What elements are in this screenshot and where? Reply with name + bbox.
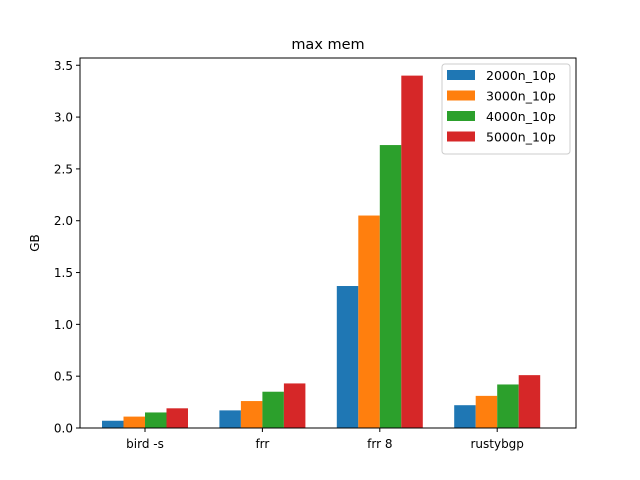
plot-frame [79,57,577,429]
y-tick-label: 3.0 [54,111,73,125]
legend-label: 2000n_10p [486,68,556,83]
legend-label: 3000n_10p [486,89,556,104]
x-tick-label: frr [255,437,269,451]
y-tick-label: 0.5 [54,370,73,384]
legend-swatch [447,70,475,80]
y-axis-ticks: 0.0 0.5 1.0 1.5 2.0 2.5 3.0 3.5 [54,59,80,436]
bar-3000n_10p-frr-8 [358,215,380,428]
y-tick-label: 1.5 [54,266,73,280]
bar-group [102,75,541,428]
y-axis-label: GB [28,234,42,252]
y-tick-label: 2.0 [54,214,73,228]
bar-5000n_10p-frr [283,383,306,428]
bar-4000n_10p-frr-8 [379,145,402,428]
bar-5000n_10p-frr-8 [401,75,423,428]
y-tick-label: 2.5 [54,162,73,176]
bar-3000n_10p-rustybgp [475,395,498,428]
bar-2000n_10p-frr-8 [336,286,359,428]
legend-swatch [447,131,475,142]
y-tick-label: 1.0 [54,318,73,332]
bar-3000n_10p-frr [240,401,263,428]
bar-4000n_10p-rustybgp [497,384,519,428]
bar-2000n_10p-frr [219,410,241,428]
legend-label: 4000n_10p [486,109,556,124]
legend-swatch [447,111,475,121]
bar-2000n_10p-rustybgp [454,405,476,428]
x-axis-ticks: bird -s frr frr 8 rustybgp [126,428,524,451]
y-tick-label: 3.5 [54,59,73,73]
bar-3000n_10p-bird--s [123,416,145,428]
bar-2000n_10p-bird--s [102,420,124,428]
legend-swatch [447,90,475,101]
legend-label: 5000n_10p [486,130,556,145]
x-tick-label: frr 8 [367,437,392,451]
y-tick-label: 0.0 [54,422,73,436]
legend: 2000n_10p 3000n_10p 4000n_10p 5000n_10p [441,63,571,155]
x-tick-label: bird -s [126,437,164,451]
bar-4000n_10p-bird--s [145,412,167,428]
bar-5000n_10p-bird--s [166,408,188,428]
chart-title: max mem [291,37,364,53]
x-tick-label: rustybgp [470,437,523,451]
bar-5000n_10p-rustybgp [518,375,541,428]
bar-4000n_10p-frr [262,391,284,428]
